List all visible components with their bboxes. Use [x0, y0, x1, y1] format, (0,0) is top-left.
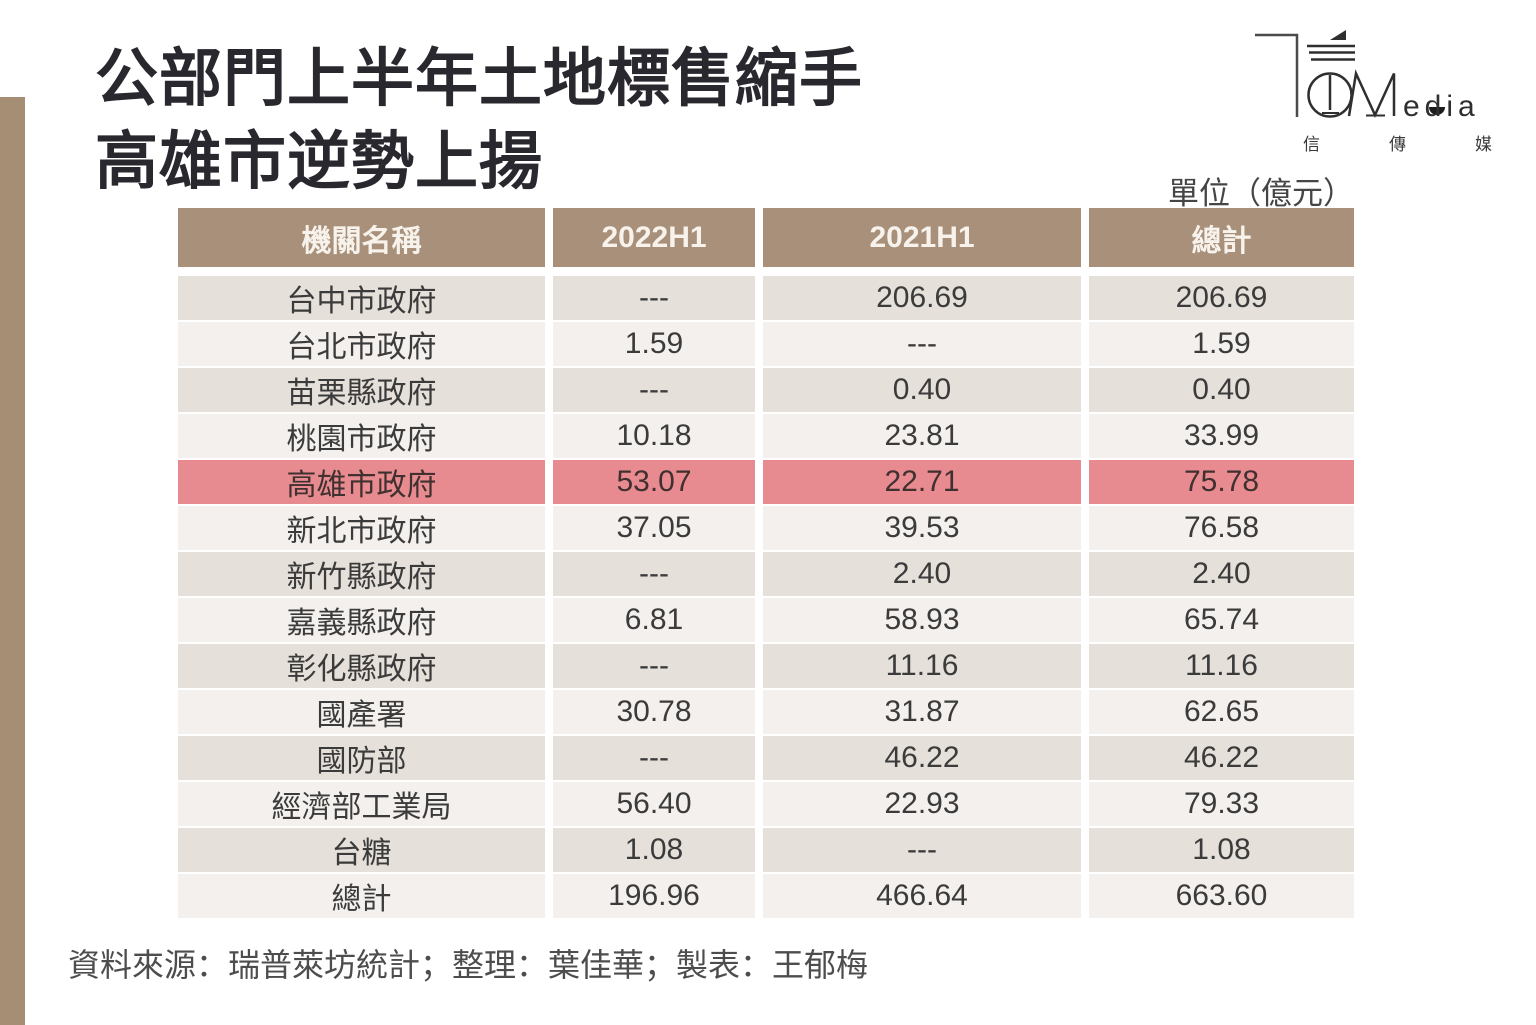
table-row: 嘉義縣政府 6.81 58.93 65.74	[178, 598, 1354, 642]
value-cell: 206.69	[763, 276, 1081, 320]
land-sale-table: 機關名稱 2022H1 2021H1 總計 台中市政府 --- 206.69 206.…	[178, 208, 1354, 918]
value-cell: 31.87	[763, 690, 1081, 734]
value-cell: 1.59	[553, 322, 755, 366]
table-header-row: 機關名稱 2022H1 2021H1 總計	[178, 208, 1354, 267]
value-cell: 11.16	[763, 644, 1081, 688]
value-cell: ---	[763, 828, 1081, 872]
value-cell: 76.58	[1089, 506, 1354, 550]
value-cell: 206.69	[1089, 276, 1354, 320]
page-title-line2: 高雄市逆勢上揚	[95, 127, 543, 198]
value-cell: 663.60	[1089, 874, 1354, 918]
agency-name-cell: 台糖	[178, 828, 545, 872]
agency-name-cell: 彰化縣政府	[178, 644, 545, 688]
table-row: 台中市政府 --- 206.69 206.69	[178, 276, 1354, 320]
agency-name-cell: 高雄市政府	[178, 460, 545, 504]
value-cell: 75.78	[1089, 460, 1354, 504]
value-cell: 33.99	[1089, 414, 1354, 458]
value-cell: 466.64	[763, 874, 1081, 918]
agency-name-cell: 國產署	[178, 690, 545, 734]
page-title: 公部門上半年土地標售縮手 高雄市逆勢上揚	[95, 38, 863, 204]
value-cell: 37.05	[553, 506, 755, 550]
table-row: 台北市政府 1.59 --- 1.59	[178, 322, 1354, 366]
value-cell: 65.74	[1089, 598, 1354, 642]
logo-chinese-name: 信傳媒	[1303, 135, 1536, 154]
value-cell: 2.40	[763, 552, 1081, 596]
agency-name-cell: 新竹縣政府	[178, 552, 545, 596]
value-cell: 1.08	[553, 828, 755, 872]
value-cell: 0.40	[1089, 368, 1354, 412]
value-cell: ---	[553, 736, 755, 780]
agency-name-cell: 國防部	[178, 736, 545, 780]
table-header-2021h1: 2021H1	[763, 208, 1081, 267]
agency-name-cell: 桃園市政府	[178, 414, 545, 458]
table-row: 苗栗縣政府 --- 0.40 0.40	[178, 368, 1354, 412]
agency-name-cell: 台中市政府	[178, 276, 545, 320]
agency-name-cell: 經濟部工業局	[178, 782, 545, 826]
value-cell: 79.33	[1089, 782, 1354, 826]
value-cell: ---	[553, 644, 755, 688]
table-row: 高雄市政府 53.07 22.71 75.78	[178, 460, 1354, 504]
value-cell: 22.93	[763, 782, 1081, 826]
value-cell: 53.07	[553, 460, 755, 504]
cmedia-logo: edia 信傳媒	[1245, 20, 1495, 165]
table-header-agency: 機關名稱	[178, 208, 545, 267]
logo-latin-text: edia	[1403, 90, 1480, 123]
value-cell: ---	[553, 552, 755, 596]
unit-label: 單位（億元）	[1168, 176, 1354, 211]
agency-name-cell: 新北市政府	[178, 506, 545, 550]
agency-name-cell: 台北市政府	[178, 322, 545, 366]
value-cell: 196.96	[553, 874, 755, 918]
value-cell: 46.22	[763, 736, 1081, 780]
agency-name-cell: 總計	[178, 874, 545, 918]
cmedia-logo-icon: edia	[1255, 30, 1480, 123]
table-row: 經濟部工業局 56.40 22.93 79.33	[178, 782, 1354, 826]
left-accent-bar	[0, 97, 25, 1025]
source-credit: 資料來源：瑞普萊坊統計；整理：葉佳華；製表：王郁梅	[68, 947, 869, 983]
value-cell: 6.81	[553, 598, 755, 642]
value-cell: ---	[553, 368, 755, 412]
value-cell: 0.40	[763, 368, 1081, 412]
table-header-total: 總計	[1089, 208, 1354, 267]
table-row: 新北市政府 37.05 39.53 76.58	[178, 506, 1354, 550]
agency-name-cell: 嘉義縣政府	[178, 598, 545, 642]
table-row: 總計 196.96 466.64 663.60	[178, 874, 1354, 918]
value-cell: 46.22	[1089, 736, 1354, 780]
value-cell: 1.08	[1089, 828, 1354, 872]
value-cell: 39.53	[763, 506, 1081, 550]
table-row: 國防部 --- 46.22 46.22	[178, 736, 1354, 780]
table-row: 桃園市政府 10.18 23.81 33.99	[178, 414, 1354, 458]
table-row: 彰化縣政府 --- 11.16 11.16	[178, 644, 1354, 688]
table-body: 台中市政府 --- 206.69 206.69 台北市政府 1.59 --- 1.59 苗栗縣政…	[178, 276, 1354, 918]
value-cell: 58.93	[763, 598, 1081, 642]
value-cell: 30.78	[553, 690, 755, 734]
table-row: 台糖 1.08 --- 1.08	[178, 828, 1354, 872]
table-row: 新竹縣政府 --- 2.40 2.40	[178, 552, 1354, 596]
value-cell: 11.16	[1089, 644, 1354, 688]
value-cell: ---	[553, 276, 755, 320]
value-cell: 10.18	[553, 414, 755, 458]
table-header-2022h1: 2022H1	[553, 208, 755, 267]
value-cell: 22.71	[763, 460, 1081, 504]
value-cell: 62.65	[1089, 690, 1354, 734]
value-cell: 2.40	[1089, 552, 1354, 596]
value-cell: ---	[763, 322, 1081, 366]
value-cell: 56.40	[553, 782, 755, 826]
table-row: 國產署 30.78 31.87 62.65	[178, 690, 1354, 734]
agency-name-cell: 苗栗縣政府	[178, 368, 545, 412]
value-cell: 1.59	[1089, 322, 1354, 366]
page-title-line1: 公部門上半年土地標售縮手	[95, 44, 863, 114]
value-cell: 23.81	[763, 414, 1081, 458]
